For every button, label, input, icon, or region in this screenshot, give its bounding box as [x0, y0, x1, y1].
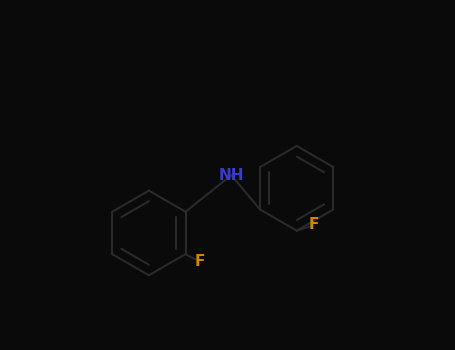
Text: F: F — [308, 217, 319, 232]
Text: F: F — [194, 254, 205, 270]
Text: NH: NH — [218, 168, 244, 183]
